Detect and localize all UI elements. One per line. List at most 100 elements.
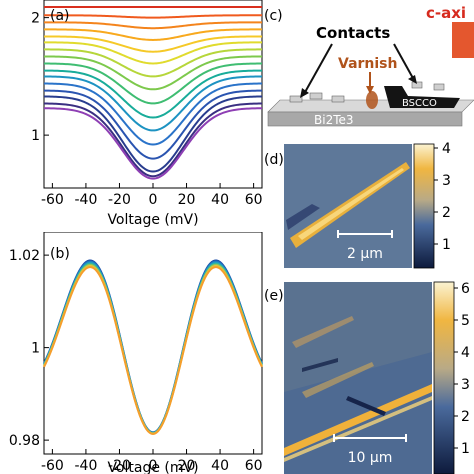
series-line <box>43 266 263 435</box>
afm-crack <box>302 358 338 372</box>
series-line <box>43 261 263 434</box>
series-line <box>43 89 263 160</box>
c-axis-label: c-axi <box>426 4 466 22</box>
y-tick-label: 1 <box>31 341 40 357</box>
x-tick-label: -40 <box>74 458 97 474</box>
series-line <box>43 62 263 105</box>
x-tick-label: -20 <box>108 192 131 208</box>
panel-d-label: (d) <box>264 152 284 168</box>
series-line <box>44 35 262 53</box>
colorbar-e-tick-label: 4 <box>461 345 470 361</box>
contacts-arrowhead-right <box>408 75 417 84</box>
x-tick-label: -20 <box>108 458 131 474</box>
contacts-arrow-right <box>393 43 415 81</box>
y-tick-label: 1.02 <box>9 248 40 264</box>
contact-pad <box>331 95 345 103</box>
colorbar-e <box>433 281 455 474</box>
series-line <box>43 69 263 119</box>
series-line <box>43 262 263 435</box>
x-tick-label: 40 <box>211 458 229 474</box>
series-line <box>43 75 263 132</box>
bscco-label: BSCCO <box>402 98 437 109</box>
series-line <box>43 95 263 173</box>
bscco-flake <box>384 86 460 108</box>
x-tick-label: 40 <box>211 192 229 208</box>
afm-flake-edge <box>284 396 432 462</box>
varnish-drop <box>366 91 378 109</box>
colorbar-e-tick-label: 2 <box>461 409 470 425</box>
contact-pad <box>433 83 445 91</box>
colorbar-d-tick-label: 1 <box>442 237 451 253</box>
series-line <box>43 48 263 78</box>
series-line <box>43 82 263 146</box>
panel-e-label: (e) <box>264 288 284 304</box>
colorbar-d-ticks: 4 3 2 1 <box>434 141 451 253</box>
contact-pad <box>309 92 323 100</box>
x-tick-label: 60 <box>245 192 263 208</box>
colorbar-e-tick-label: 3 <box>461 377 470 393</box>
panel-b-chart: -60 -40 -20 0 20 40 60 0.98 1 1.02 (b) Voltage (m… <box>9 232 263 474</box>
series-line <box>43 260 263 434</box>
contact-pad <box>289 95 303 103</box>
colorbar-e-tick-label: 1 <box>461 441 470 457</box>
series-line <box>44 28 262 41</box>
y-tick-label: 0.98 <box>9 433 40 449</box>
x-tick-label: 60 <box>245 458 263 474</box>
series-line <box>43 41 263 65</box>
series-line <box>43 263 263 435</box>
contacts-arrowhead-left <box>300 88 309 98</box>
x-tick-label: 20 <box>178 192 196 208</box>
series-line <box>43 21 263 30</box>
afm-groove <box>286 204 320 230</box>
series-line <box>43 259 263 434</box>
scalebar-d-label: 2 μm <box>347 246 383 262</box>
x-tick-label: -40 <box>74 192 97 208</box>
panel-d-afm: (d) 2 μm 4 3 2 1 <box>264 141 451 269</box>
afm-flake-e <box>284 384 432 456</box>
series-line <box>43 55 263 91</box>
colorbar-d-tick-label: 4 <box>442 141 451 157</box>
colorbar-d <box>413 143 435 269</box>
bi2te3-substrate <box>267 111 463 127</box>
varnish-label: Varnish <box>338 56 398 72</box>
scalebar-e-label: 10 μm <box>348 450 393 466</box>
panel-e-afm: (e) 10 μm 6 5 4 3 2 1 <box>264 281 470 474</box>
contacts-arrow-left <box>303 43 333 95</box>
afm-crack <box>346 396 386 416</box>
c-axis-arrow <box>452 22 474 58</box>
colorbar-d-tick-label: 3 <box>442 173 451 189</box>
colorbar-e-tick-label: 6 <box>461 281 470 297</box>
panel-a-xlabel: Voltage (mV) <box>107 212 198 228</box>
series-line <box>44 14 262 19</box>
y-tick-label: 1 <box>31 128 40 144</box>
panel-a-label: (a) <box>50 8 70 24</box>
panel-a-series <box>43 6 263 180</box>
x-tick-label: 0 <box>149 192 158 208</box>
varnish-arrowhead <box>366 86 374 94</box>
x-tick-label: 20 <box>178 458 196 474</box>
bi2te3-label: Bi2Te3 <box>314 113 354 127</box>
afm-step <box>292 316 354 348</box>
colorbar-e-ticks: 6 5 4 3 2 1 <box>454 281 470 457</box>
panel-c-label: (c) <box>264 8 283 24</box>
panel-b-series <box>43 259 263 435</box>
panel-a-axes: -60 -40 -20 0 20 40 60 1 2 <box>31 11 262 208</box>
colorbar-d-tick-label: 2 <box>442 205 451 221</box>
panel-b-xlabel: Voltage (mV) <box>107 460 198 474</box>
x-tick-label: 0 <box>149 458 158 474</box>
afm-step <box>302 362 374 398</box>
x-tick-label: -60 <box>41 458 64 474</box>
series-line <box>43 107 263 180</box>
panel-a-chart: -60 -40 -20 0 20 40 60 1 2 (a) Voltage (mV) <box>31 0 263 228</box>
y-tick-label: 2 <box>31 11 40 27</box>
colorbar-e-tick-label: 5 <box>461 313 470 329</box>
x-tick-label: -60 <box>41 192 64 208</box>
contacts-label: Contacts <box>316 24 390 42</box>
series-line <box>43 265 263 435</box>
contact-pad <box>411 81 423 89</box>
panel-b-axes: -60 -40 -20 0 20 40 60 0.98 1 1.02 <box>9 248 263 474</box>
series-line <box>43 102 263 178</box>
panel-b-frame <box>43 232 263 455</box>
panel-c-schematic: (c) c-axi Contacts Varnish Bi2Te3 BSCCO <box>264 4 474 127</box>
afm-flake-highlight <box>298 168 404 240</box>
